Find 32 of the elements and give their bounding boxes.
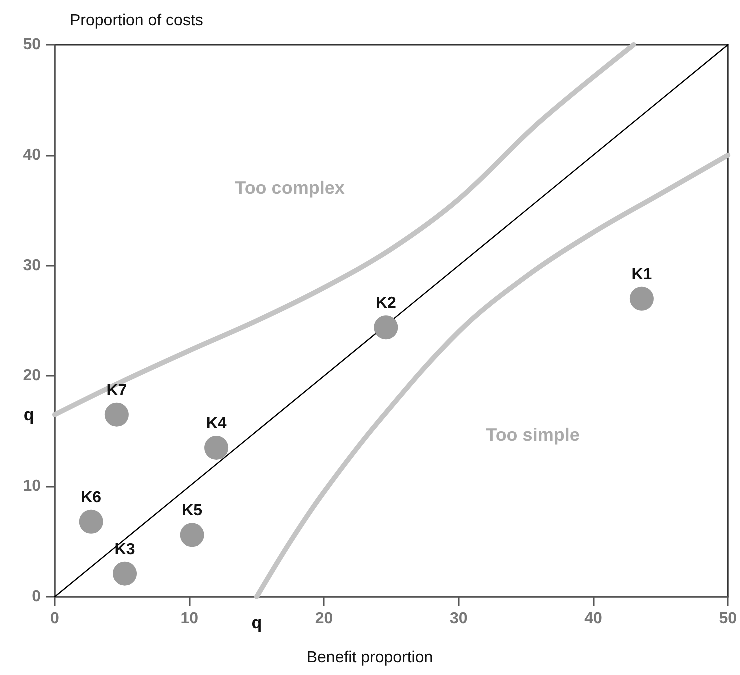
x-tick-label: 30	[450, 610, 468, 628]
series-label: K3	[114, 541, 136, 558]
y-tick-label: 20	[23, 368, 42, 385]
y-tick-label: 40	[23, 146, 42, 164]
y-tick-label: 50	[23, 36, 42, 54]
point	[630, 286, 654, 311]
x-tick-label: 10	[180, 610, 199, 628]
series-label: K2	[376, 295, 396, 312]
point	[204, 436, 229, 460]
x-tick-label: 50	[719, 610, 738, 628]
y-axis-title: Proportion of costs	[70, 12, 204, 30]
y-tick-label: 10	[23, 478, 42, 496]
point	[79, 510, 104, 534]
series-label: K6	[81, 489, 102, 506]
point	[113, 562, 138, 586]
y-tick-label: 30	[23, 257, 42, 274]
series-label: K1	[632, 266, 652, 284]
x-axis-title: Benefit proportion	[306, 650, 434, 666]
annotation: Too simple	[486, 425, 580, 445]
x-tick-label: 0	[50, 610, 60, 628]
annotation: q	[24, 405, 34, 424]
point	[180, 523, 204, 548]
y-tick-label: 0	[32, 588, 42, 606]
series-label: K4	[206, 415, 227, 432]
x-tick-label: 20	[315, 610, 334, 628]
annotation: q	[252, 614, 262, 632]
annotation: Too complex	[235, 178, 345, 198]
point	[374, 316, 398, 340]
x-tick-label: 40	[584, 610, 602, 628]
point	[104, 402, 129, 427]
series-label: K5	[182, 502, 203, 520]
series-label: K7	[106, 382, 128, 400]
